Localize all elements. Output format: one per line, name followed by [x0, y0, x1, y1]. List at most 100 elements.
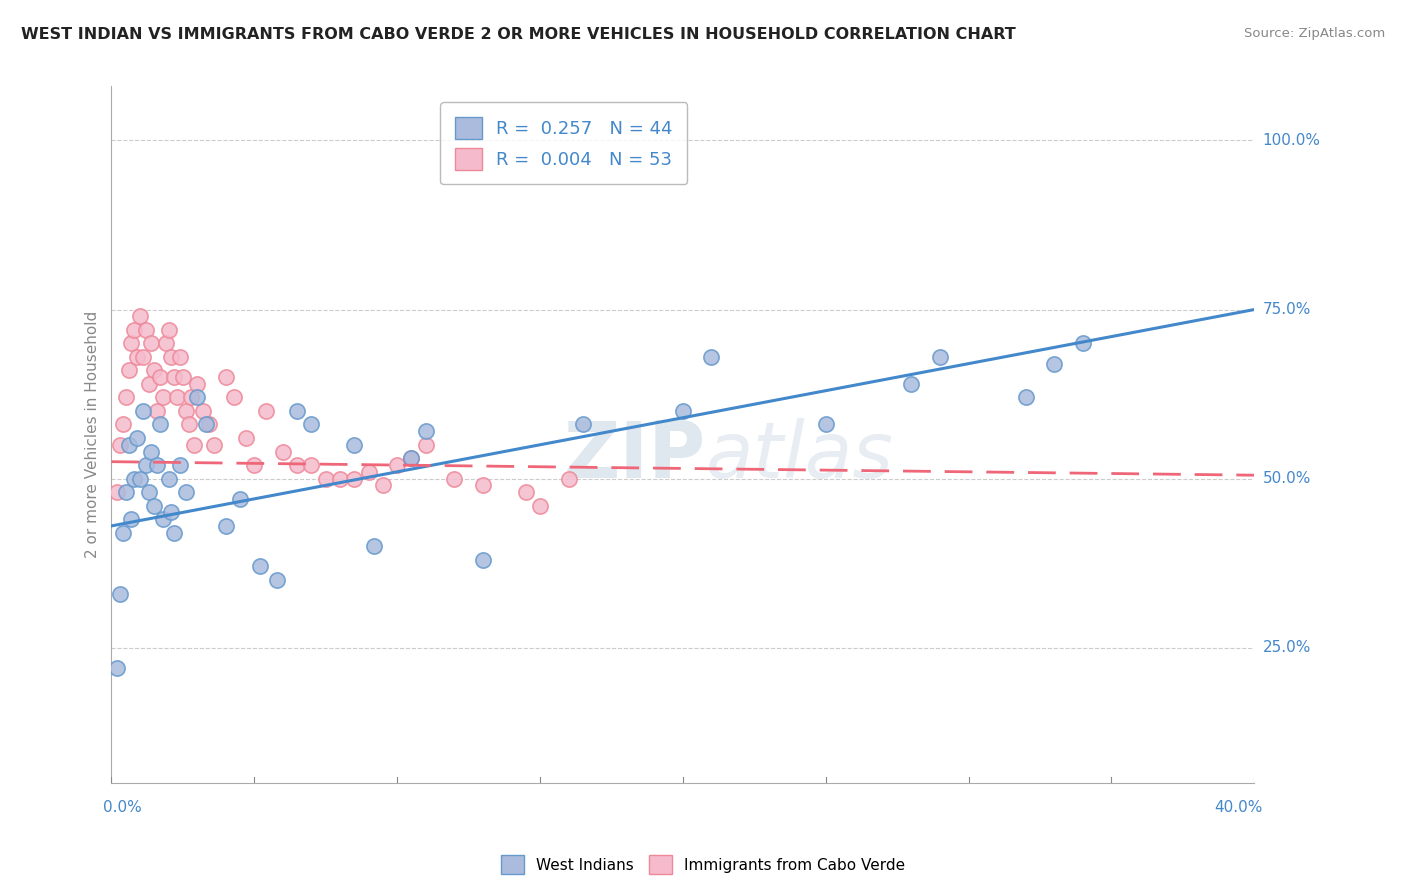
Text: WEST INDIAN VS IMMIGRANTS FROM CABO VERDE 2 OR MORE VEHICLES IN HOUSEHOLD CORREL: WEST INDIAN VS IMMIGRANTS FROM CABO VERD… [21, 27, 1017, 42]
Point [143, 363, 166, 377]
Point [114, 391, 136, 405]
Point [138, 376, 160, 391]
Point [202, 438, 225, 452]
Point [177, 417, 200, 432]
Point [149, 417, 172, 432]
Point [401, 451, 423, 466]
Point [141, 336, 163, 351]
Point [285, 458, 308, 472]
Point [132, 350, 155, 364]
Point [186, 391, 208, 405]
Text: atlas: atlas [706, 417, 894, 493]
Point [166, 391, 188, 405]
Point [152, 391, 174, 405]
Point [152, 512, 174, 526]
Point [224, 391, 246, 405]
Point [529, 499, 551, 513]
Point [343, 472, 366, 486]
Point [105, 485, 128, 500]
Point [1015, 391, 1038, 405]
Point [814, 417, 837, 432]
Text: Source: ZipAtlas.com: Source: ZipAtlas.com [1244, 27, 1385, 40]
Point [120, 336, 142, 351]
Point [672, 404, 695, 418]
Point [132, 404, 155, 418]
Point [197, 417, 219, 432]
Point [363, 539, 385, 553]
Point [108, 586, 131, 600]
Point [1071, 336, 1094, 351]
Point [194, 417, 217, 432]
Point [111, 525, 134, 540]
Point [443, 472, 465, 486]
Point [271, 444, 294, 458]
Point [117, 363, 139, 377]
Text: 40.0%: 40.0% [1215, 800, 1263, 814]
Point [120, 512, 142, 526]
Point [191, 404, 214, 418]
Text: 100.0%: 100.0% [1263, 133, 1320, 148]
Point [149, 370, 172, 384]
Point [249, 559, 271, 574]
Point [557, 472, 579, 486]
Point [122, 323, 145, 337]
Point [315, 472, 337, 486]
Point [254, 404, 277, 418]
Point [299, 417, 322, 432]
Point [155, 336, 177, 351]
Point [129, 310, 152, 324]
Point [900, 376, 922, 391]
Point [172, 370, 194, 384]
Point [146, 404, 169, 418]
Point [138, 485, 160, 500]
Point [235, 431, 257, 445]
Point [163, 370, 186, 384]
Point [186, 376, 208, 391]
Point [215, 519, 238, 533]
Point [143, 499, 166, 513]
Point [215, 370, 238, 384]
Point [929, 350, 952, 364]
Legend: R =  0.257   N = 44, R =  0.004   N = 53: R = 0.257 N = 44, R = 0.004 N = 53 [440, 103, 688, 185]
Point [471, 552, 494, 566]
Point [229, 491, 252, 506]
Point [146, 458, 169, 472]
Point [572, 417, 595, 432]
Point [285, 404, 308, 418]
Point [122, 472, 145, 486]
Point [129, 472, 152, 486]
Point [135, 323, 157, 337]
Text: 75.0%: 75.0% [1263, 302, 1310, 317]
Point [127, 431, 149, 445]
Text: 50.0%: 50.0% [1263, 471, 1310, 486]
Point [180, 391, 202, 405]
Point [141, 444, 163, 458]
Point [127, 350, 149, 364]
Point [401, 451, 423, 466]
Point [163, 525, 186, 540]
Point [299, 458, 322, 472]
Point [357, 465, 380, 479]
Point [108, 438, 131, 452]
Point [169, 458, 191, 472]
Point [174, 404, 197, 418]
Point [160, 505, 183, 519]
Point [415, 424, 437, 438]
Text: 0.0%: 0.0% [103, 800, 142, 814]
Point [111, 417, 134, 432]
Point [243, 458, 266, 472]
Y-axis label: 2 or more Vehicles in Household: 2 or more Vehicles in Household [86, 311, 100, 558]
Point [135, 458, 157, 472]
Point [471, 478, 494, 492]
Point [515, 485, 537, 500]
Point [343, 438, 366, 452]
Point [385, 458, 408, 472]
Point [329, 472, 352, 486]
Point [160, 350, 183, 364]
Point [174, 485, 197, 500]
Point [183, 438, 205, 452]
Point [415, 438, 437, 452]
Text: 25.0%: 25.0% [1263, 640, 1310, 655]
Point [157, 323, 180, 337]
Text: ZIP: ZIP [564, 417, 706, 493]
